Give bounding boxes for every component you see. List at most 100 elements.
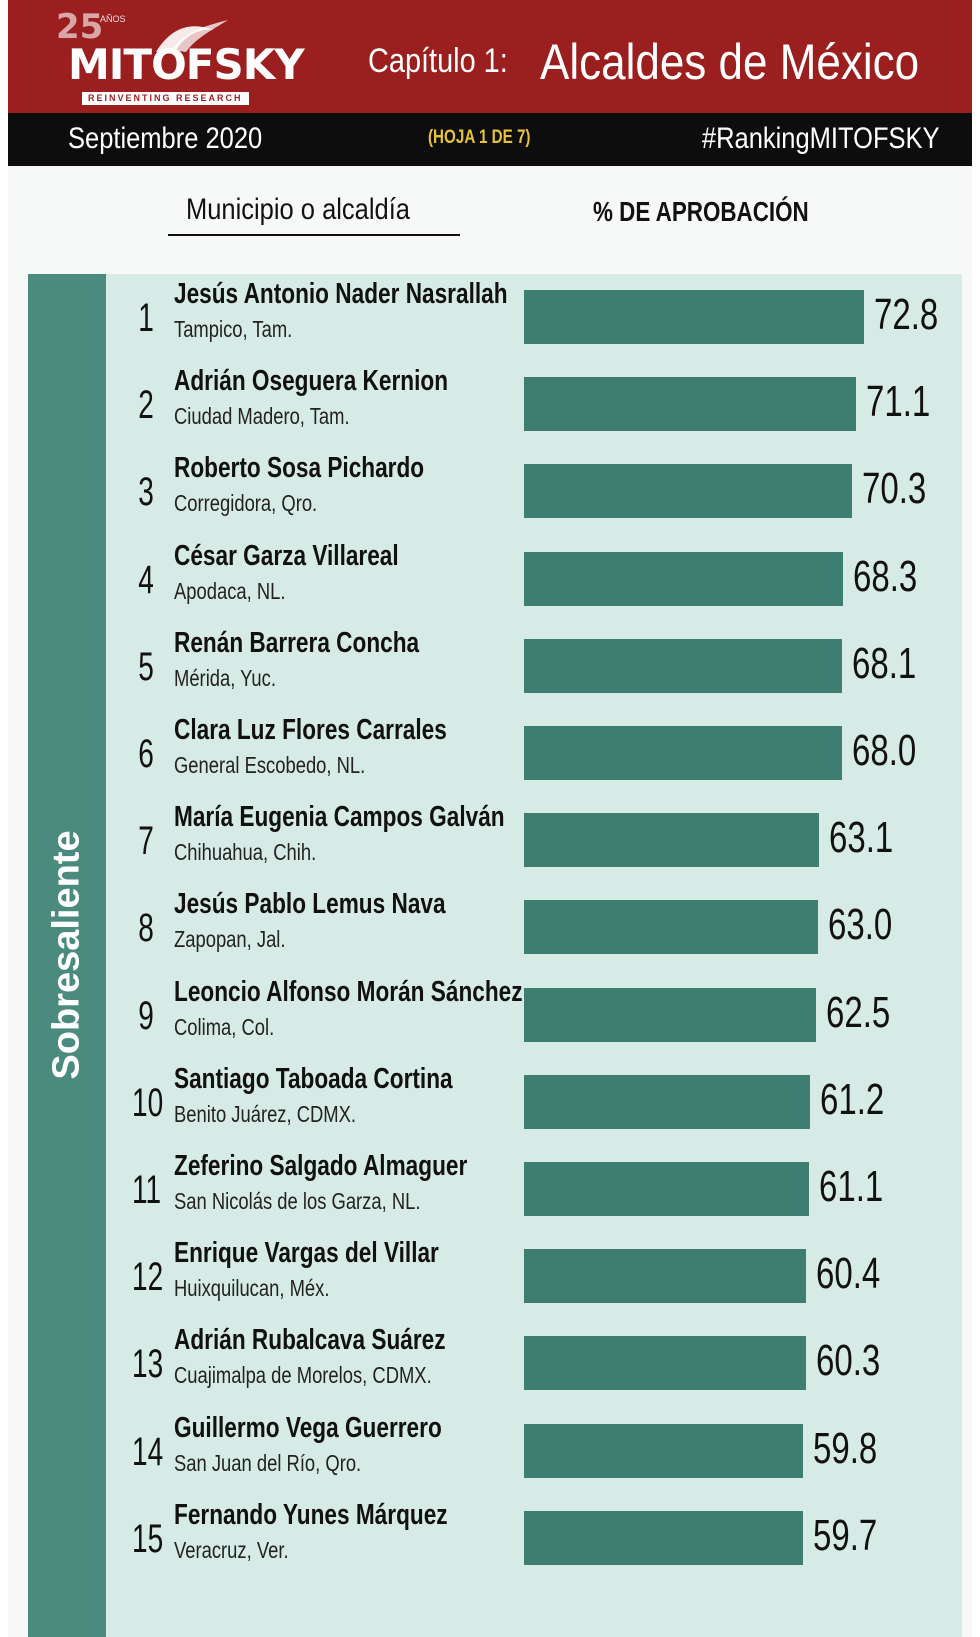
mayor-name: Santiago Taboada Cortina	[174, 1062, 453, 1095]
logo-brand: MITOFSKY	[68, 40, 305, 89]
ranking-row: 10 Santiago Taboada Cortina Benito Juárez,…	[8, 1061, 972, 1151]
ranking-row: 1 Jesús Antonio Nader Nasrallah Tampico, T…	[8, 276, 972, 366]
rank-number: 2	[138, 383, 154, 428]
mayor-name: Jesús Antonio Nader Nasrallah	[174, 278, 508, 310]
ranking-row: 6 Clara Luz Flores Carrales General Escobe…	[8, 712, 972, 802]
mayor-name: María Eugenia Campos Galván	[174, 801, 505, 834]
municipality-name: Corregidora, Qro.	[174, 490, 318, 517]
rank-number: 5	[138, 644, 154, 689]
logo-anniversary-label: AÑOS	[100, 14, 126, 24]
ranking-row: 3 Roberto Sosa Pichardo Corregidora, Qro. 7…	[8, 450, 972, 540]
hashtag: #RankingMITOFSKY	[702, 122, 940, 155]
mayor-name: Zeferino Salgado Almaguer	[174, 1150, 468, 1182]
municipality-name: Ciudad Madero, Tam.	[174, 403, 350, 430]
approval-value-label: 68.0	[852, 726, 917, 775]
approval-bar	[524, 900, 818, 955]
ranking-row: 15 Fernando Yunes Márquez Veracruz, Ver. 59…	[8, 1497, 972, 1587]
ranking-row: 8 Jesús Pablo Lemus Nava Zapopan, Jal. 63.0	[8, 886, 972, 976]
rank-number: 4	[138, 557, 154, 602]
rank-number: 12	[132, 1255, 164, 1300]
rank-number: 14	[132, 1429, 164, 1474]
ranking-row: 7 María Eugenia Campos Galván Chihuahua, C…	[8, 799, 972, 889]
info-bar: Septiembre 2020 (HOJA 1 DE 7) #RankingMI…	[8, 113, 972, 166]
municipality-name: General Escobedo, NL.	[174, 752, 366, 778]
approval-bar	[524, 638, 842, 693]
column-header-approval: % DE APROBACIÓN	[593, 196, 809, 227]
municipality-name: Chihuahua, Chih.	[174, 839, 317, 866]
approval-value-label: 68.1	[852, 638, 917, 688]
chapter-label: Capítulo 1:	[368, 42, 508, 80]
municipality-name: Huixquilucan, Méx.	[174, 1275, 330, 1302]
municipality-name: Benito Juárez, CDMX.	[174, 1100, 357, 1127]
mayor-name: Clara Luz Flores Carrales	[174, 714, 447, 746]
ranking-row: 11 Zeferino Salgado Almaguer San Nicolás d…	[8, 1148, 972, 1238]
approval-value-label: 61.1	[819, 1162, 884, 1211]
chapter-title: Alcaldes de México	[540, 34, 920, 90]
bird-swirl-icon	[156, 20, 228, 52]
infographic-frame: 25 AÑOS MITOFSKY REINVENTING RESEARCH Ca…	[8, 0, 972, 1637]
ranking-row: 14 Guillermo Vega Guerrero San Juan del Rí…	[8, 1410, 972, 1500]
logo-tagline: REINVENTING RESEARCH	[82, 92, 249, 105]
approval-value-label: 72.8	[874, 290, 939, 339]
approval-value-label: 63.0	[828, 900, 893, 950]
municipality-name: Mérida, Yuc.	[174, 664, 276, 691]
rank-number: 6	[138, 732, 154, 776]
mayor-name: Fernando Yunes Márquez	[174, 1498, 448, 1531]
municipality-name: Apodaca, NL.	[174, 577, 286, 604]
approval-bar	[524, 1423, 803, 1478]
approval-bar	[524, 1162, 809, 1216]
approval-bar	[524, 987, 816, 1042]
sheet-indicator: (HOJA 1 DE 7)	[428, 127, 531, 148]
ranking-row: 5 Renán Barrera Concha Mérida, Yuc. 68.1	[8, 625, 972, 715]
approval-bar	[524, 464, 852, 519]
publication-date: Septiembre 2020	[68, 122, 263, 155]
municipality-name: Veracruz, Ver.	[174, 1536, 289, 1563]
logo-anniversary-number: 25	[56, 7, 104, 47]
rank-number: 15	[132, 1516, 164, 1561]
municipality-name: Colima, Col.	[174, 1013, 275, 1040]
rank-number: 1	[138, 296, 154, 340]
column-header-municipality: Municipio o alcaldía	[186, 193, 410, 226]
header-banner: 25 AÑOS MITOFSKY REINVENTING RESEARCH Ca…	[8, 0, 972, 113]
approval-bar	[524, 726, 842, 780]
mayor-name: Renán Barrera Concha	[174, 626, 420, 659]
approval-bar	[524, 813, 819, 868]
approval-value-label: 63.1	[829, 813, 894, 863]
rank-number: 9	[138, 993, 154, 1038]
mayor-name: Adrián Rubalcava Suárez	[174, 1324, 446, 1357]
municipality-name: Zapopan, Jal.	[174, 926, 286, 953]
approval-value-label: 59.7	[813, 1510, 878, 1560]
approval-bar	[524, 1074, 810, 1129]
mayor-name: César Garza Villareal	[174, 539, 399, 572]
approval-value-label: 60.4	[816, 1249, 881, 1299]
ranking-row: 9 Leoncio Alfonso Morán Sánchez Colima, Co…	[8, 974, 972, 1064]
municipality-name: San Nicolás de los Garza, NL.	[174, 1188, 421, 1214]
ranking-row: 12 Enrique Vargas del Villar Huixquilucan,…	[8, 1235, 972, 1325]
rank-number: 7	[138, 819, 154, 864]
approval-bar	[524, 377, 856, 432]
rank-number: 11	[132, 1168, 162, 1212]
mitofsky-logo: 25 AÑOS MITOFSKY REINVENTING RESEARCH	[56, 7, 305, 106]
municipality-name: Cuajimalpa de Morelos, CDMX.	[174, 1362, 432, 1389]
approval-value-label: 71.1	[866, 377, 931, 427]
municipality-name: Tampico, Tam.	[174, 316, 293, 342]
rank-number: 3	[138, 470, 154, 515]
column-header-underline	[168, 234, 460, 236]
rank-number: 10	[132, 1080, 164, 1125]
mayor-name: Roberto Sosa Pichardo	[174, 452, 425, 485]
mayor-name: Leoncio Alfonso Morán Sánchez	[174, 975, 523, 1008]
mayor-name: Enrique Vargas del Villar	[174, 1237, 439, 1270]
approval-value-label: 60.3	[816, 1336, 881, 1386]
category-band	[28, 274, 106, 1637]
approval-value-label: 61.2	[820, 1074, 885, 1124]
mayor-name: Jesús Pablo Lemus Nava	[174, 888, 446, 921]
approval-bar	[524, 290, 864, 344]
municipality-name: San Juan del Río, Qro.	[174, 1449, 362, 1476]
approval-bar	[524, 1510, 803, 1565]
approval-value-label: 68.3	[853, 551, 918, 601]
ranking-row: 4 César Garza Villareal Apodaca, NL. 68.3	[8, 538, 972, 628]
approval-bar	[524, 1336, 806, 1391]
rank-number: 8	[138, 906, 154, 951]
approval-bar	[524, 551, 843, 606]
mayor-name: Guillermo Vega Guerrero	[174, 1411, 442, 1444]
